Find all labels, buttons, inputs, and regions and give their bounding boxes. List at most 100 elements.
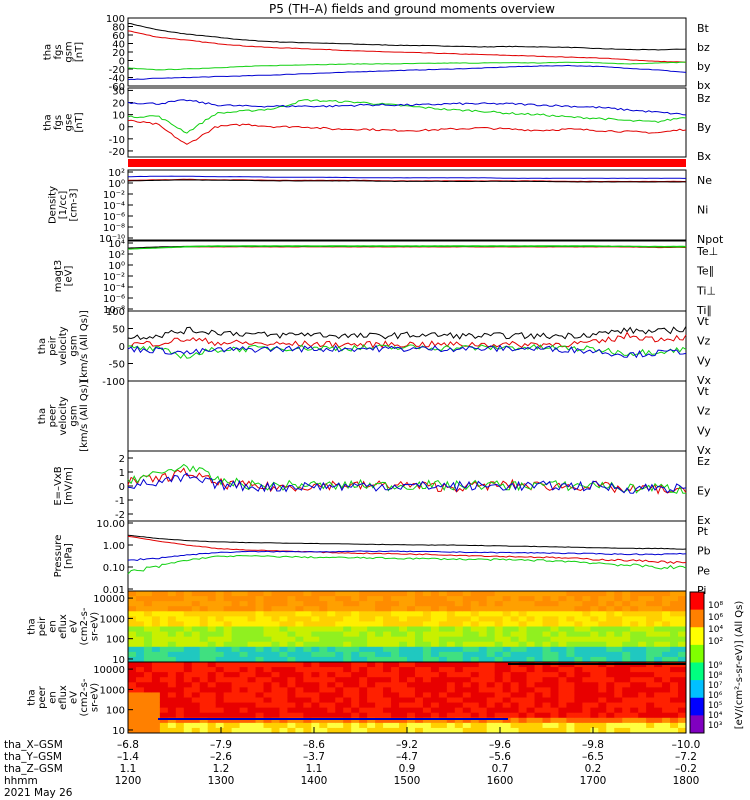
peir_eflux-cell [183, 591, 193, 597]
peer_eflux-cell [582, 672, 591, 678]
peer_eflux-cell [558, 697, 567, 704]
peir_eflux-cell [183, 606, 193, 612]
peer_eflux-cell [438, 682, 448, 688]
peer_eflux-cell [646, 727, 655, 734]
temperature-legend-Ti∥: Ti∥ [696, 304, 712, 317]
xaxis-value: –8.6 [303, 739, 325, 751]
peer_eflux-cell [407, 712, 416, 719]
peir_velocity-legend-Vt: Vt [697, 315, 710, 328]
peir_eflux-cell [614, 606, 623, 612]
peer_eflux-cell [159, 672, 169, 678]
peir_eflux-cell [183, 596, 193, 602]
peir_eflux-cell [391, 646, 400, 653]
peer_eflux-cell [678, 677, 687, 683]
peer_eflux-cell [510, 672, 520, 678]
peir_eflux-cell [550, 601, 559, 607]
peir_eflux-cell [407, 611, 416, 617]
peer_eflux-cell [287, 697, 296, 704]
peir_eflux-cell [638, 641, 647, 648]
peer_eflux-cell [391, 662, 400, 668]
peer_eflux-cell [454, 687, 464, 693]
peir_eflux-cell [518, 616, 528, 622]
peir_eflux-cell [303, 651, 312, 658]
peir_eflux-cell [614, 591, 623, 597]
peir_eflux-cell [239, 631, 249, 638]
peir_eflux-cell [231, 636, 241, 643]
peir_eflux-cell [534, 646, 544, 653]
peer_eflux-cell [247, 722, 257, 729]
peer_eflux-cell [422, 662, 432, 668]
peer_eflux-cell [478, 712, 488, 719]
peer_eflux-cell [494, 717, 504, 724]
peir_eflux-cell [335, 591, 344, 597]
peer_eflux-cell [598, 677, 607, 683]
peer_eflux-cell [343, 672, 352, 678]
peer_eflux-cell [335, 697, 344, 704]
peir_eflux-cell [590, 646, 599, 653]
peer_eflux-cell [367, 672, 376, 678]
peer_eflux-cell [135, 727, 145, 734]
peer_eflux-cell [239, 667, 249, 673]
peir_eflux-cell [646, 616, 655, 622]
peir_eflux-cell [558, 656, 567, 663]
peir_eflux-cell [183, 626, 193, 633]
peir_eflux-cell [167, 621, 177, 627]
peer_eflux-cell [223, 672, 233, 678]
peir_eflux-cell [566, 636, 575, 643]
peer_eflux-cell [128, 717, 137, 724]
peir_eflux-cell [414, 621, 424, 627]
peer_eflux-cell [327, 717, 336, 724]
peer_eflux-cell [550, 712, 559, 719]
peir_eflux-cell [670, 646, 679, 653]
peir_eflux-cell [502, 611, 512, 617]
peir_eflux-cell [215, 611, 225, 617]
peer_eflux-cell [414, 687, 424, 693]
peer_eflux-cell [367, 717, 376, 724]
peer_eflux-cell [407, 667, 416, 673]
peer_eflux-cell [128, 667, 137, 673]
peer_eflux-cell [159, 712, 169, 719]
peer_eflux-cell [550, 672, 559, 678]
peir_eflux-cell [518, 636, 528, 643]
peer_eflux-cell [550, 702, 559, 709]
peer_eflux-cell [135, 692, 145, 698]
peir_eflux-cell [446, 596, 456, 602]
peer_eflux-cell [263, 697, 272, 704]
peir_eflux-cell [263, 626, 272, 633]
peer_eflux-cell [303, 682, 312, 688]
peer_eflux-cell [319, 687, 328, 693]
peer_eflux-cell [215, 727, 225, 734]
peer_eflux-cell [454, 702, 464, 709]
peir_eflux-cell [526, 611, 536, 617]
peir_eflux-cell [303, 631, 312, 638]
peer_eflux-cell [638, 707, 647, 714]
peir_eflux-cell [247, 601, 257, 607]
peir_eflux-cell [359, 626, 368, 633]
peir_eflux-cell [367, 631, 376, 638]
peir_eflux-cell [566, 626, 575, 633]
peir_eflux-cell [143, 621, 153, 627]
peir_eflux-cell [239, 656, 249, 663]
peir_eflux-cell [375, 616, 384, 622]
peer_eflux-cell [542, 712, 551, 719]
peir_eflux-cell [239, 611, 249, 617]
peir_eflux-cell [319, 636, 328, 643]
peer_eflux-cell [327, 722, 336, 729]
peir_eflux-cell [542, 621, 551, 627]
peir_eflux-cell [470, 591, 480, 597]
peer_eflux-cell [183, 727, 193, 734]
peer_eflux-cell [534, 692, 544, 698]
peir_eflux-cell [128, 626, 137, 633]
fgs_gsm-ytick-label: 20 [112, 48, 125, 59]
peer_eflux-cell [255, 697, 265, 704]
peir_eflux-cell [303, 601, 312, 607]
peir_eflux-cell [574, 601, 583, 607]
peir_eflux-cell [606, 591, 615, 597]
peir_eflux-cell [199, 621, 209, 627]
peer_eflux-ytick-label: 100 [106, 706, 125, 717]
peir_eflux-cell [542, 646, 551, 653]
peer_eflux-cell [558, 702, 567, 709]
peer_eflux-cell [494, 667, 504, 673]
peir_eflux-cell [159, 646, 169, 653]
peir_eflux-cell [359, 656, 368, 663]
